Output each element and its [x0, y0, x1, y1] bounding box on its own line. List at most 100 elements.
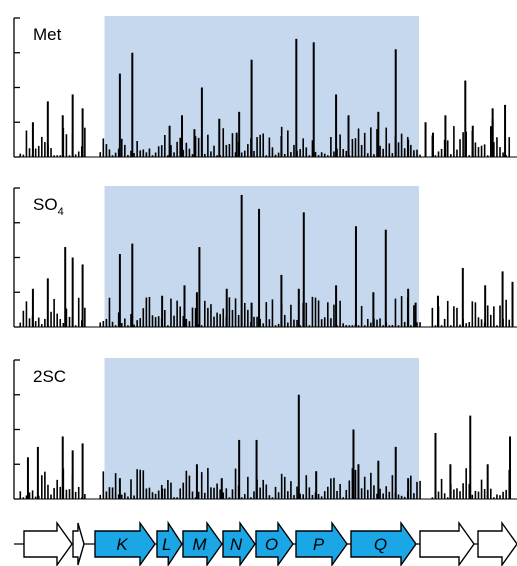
bar [293, 319, 295, 327]
bar-peak [71, 257, 74, 327]
bar [145, 488, 148, 499]
bar [496, 137, 498, 157]
bar [360, 144, 363, 157]
bar [330, 478, 332, 499]
bar [345, 325, 348, 327]
bar [142, 149, 145, 157]
gene-arrow [72, 522, 85, 566]
bar [453, 306, 455, 327]
bar [28, 318, 31, 327]
bar [459, 324, 461, 327]
bar [50, 494, 52, 499]
bar [489, 314, 492, 327]
bar [222, 128, 225, 157]
bar [468, 483, 471, 499]
bar [207, 134, 209, 157]
bar [474, 490, 477, 499]
bar [173, 497, 175, 499]
bar [41, 324, 43, 327]
bar [256, 137, 258, 157]
bar [228, 143, 231, 157]
bar [225, 144, 228, 157]
bar [243, 150, 246, 157]
bar [305, 302, 308, 327]
bar [450, 154, 452, 157]
panel-label: 2SC [33, 367, 66, 386]
bar-peak [302, 212, 305, 327]
gene-label: K [116, 535, 128, 554]
bar [508, 137, 511, 157]
bar-peak [501, 271, 504, 327]
gene-arrow-L: L [156, 520, 183, 566]
bar [197, 491, 200, 499]
bar [327, 486, 329, 499]
bar [167, 325, 169, 327]
bar [259, 318, 261, 327]
bar-peak [352, 429, 355, 499]
bar [465, 468, 467, 499]
gene-arrow-shape [295, 520, 348, 566]
bar [327, 302, 329, 327]
bar [136, 320, 138, 327]
gene-label: P [313, 535, 325, 554]
gene-arrow-Q: Q [350, 520, 417, 566]
bar [474, 142, 477, 157]
bar [19, 322, 22, 327]
bar [410, 325, 412, 327]
bar [247, 144, 249, 157]
bar-peak [394, 446, 397, 499]
bar [179, 137, 181, 157]
bar-peak [436, 295, 439, 327]
bar [139, 469, 142, 499]
bar [256, 316, 258, 327]
bar [489, 488, 492, 499]
bar [157, 146, 160, 157]
gene-label: M [192, 535, 207, 554]
bar-peak [295, 38, 298, 157]
bar-peak [61, 115, 64, 157]
bar [388, 143, 391, 157]
bar-peak [181, 115, 184, 157]
gene-arrow-shape [72, 522, 85, 566]
gene-arrow-O: O [255, 520, 294, 566]
bar [480, 319, 483, 327]
bar [102, 471, 105, 499]
bar [413, 150, 415, 157]
bar-peak [193, 129, 196, 157]
bar-peak [335, 94, 338, 157]
bar-peak [347, 115, 350, 157]
bar [363, 132, 366, 157]
bar [56, 313, 58, 327]
bar [56, 155, 58, 157]
bar-peak [26, 457, 29, 499]
bar [320, 496, 323, 499]
bar-peak [81, 264, 84, 327]
bar [262, 323, 265, 327]
bar-peak [131, 243, 134, 327]
bar [397, 142, 400, 157]
bar [176, 141, 178, 157]
bar [496, 494, 498, 499]
bar [203, 492, 206, 499]
bar [434, 155, 437, 157]
bar [259, 487, 261, 499]
bar [164, 310, 166, 327]
gene-arrow [477, 520, 517, 566]
bar-peak [384, 229, 387, 327]
bar-peak [434, 432, 437, 499]
bar [68, 489, 71, 499]
bar [314, 297, 317, 327]
bar [219, 489, 221, 499]
bar [268, 137, 271, 157]
bar [133, 153, 135, 157]
bar [493, 142, 495, 157]
gene-map: K L M N O P Q [14, 520, 517, 566]
bar [342, 149, 344, 157]
bar [194, 497, 197, 499]
bar [145, 152, 148, 157]
bar [293, 495, 295, 499]
bar [434, 325, 437, 327]
bar [496, 325, 498, 327]
bar-peak [509, 436, 512, 499]
bar [41, 475, 43, 499]
